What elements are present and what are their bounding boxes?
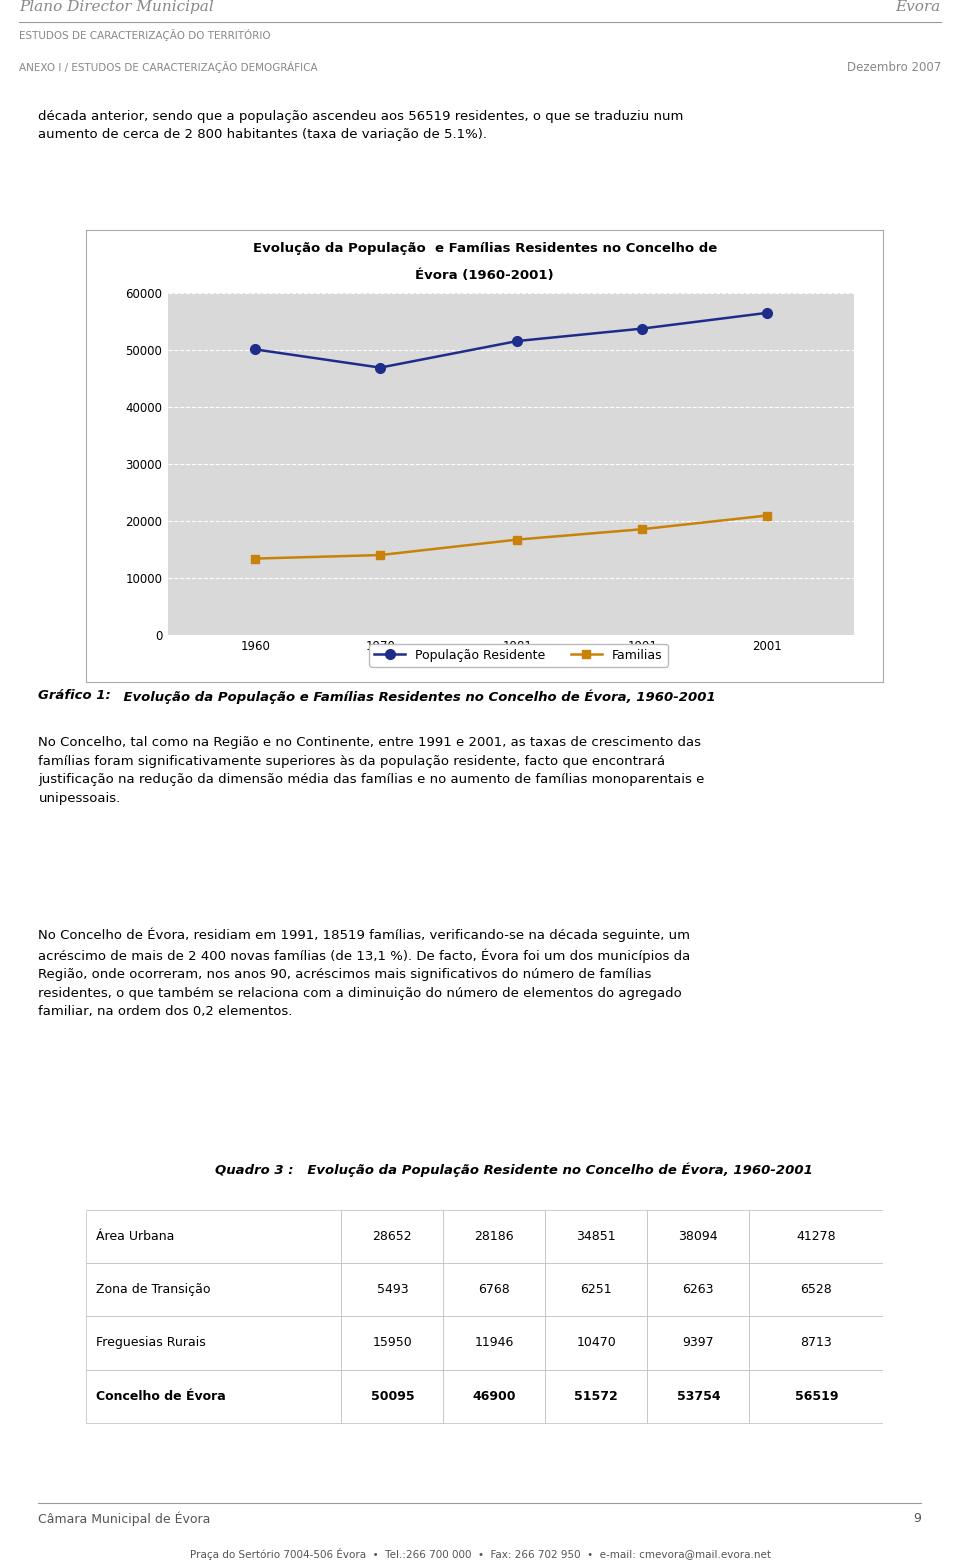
FancyBboxPatch shape: [647, 1210, 750, 1263]
Text: 10470: 10470: [576, 1337, 616, 1349]
Text: 8713: 8713: [801, 1337, 832, 1349]
FancyBboxPatch shape: [86, 1316, 342, 1370]
Text: 9397: 9397: [683, 1337, 714, 1349]
FancyBboxPatch shape: [342, 1370, 444, 1423]
Text: década anterior, sendo que a população ascendeu aos 56519 residentes, o que se t: década anterior, sendo que a população a…: [38, 110, 684, 141]
Text: 1981: 1981: [579, 1230, 613, 1243]
Text: Evolução da População e Famílias Residentes no Concelho de Évora, 1960-2001: Evolução da População e Famílias Residen…: [105, 689, 715, 704]
Text: 9: 9: [914, 1512, 922, 1525]
FancyBboxPatch shape: [750, 1263, 883, 1316]
Text: 53754: 53754: [677, 1390, 720, 1402]
Text: Évora (1960-2001): Évora (1960-2001): [416, 268, 554, 282]
Text: Quadro 3 :   Evolução da População Residente no Concelho de Évora, 1960-2001: Quadro 3 : Evolução da População Residen…: [215, 1163, 813, 1177]
Text: 1970: 1970: [477, 1230, 512, 1243]
FancyBboxPatch shape: [750, 1210, 883, 1263]
Text: 6528: 6528: [801, 1283, 832, 1296]
Text: Freguesias Rurais: Freguesias Rurais: [96, 1337, 205, 1349]
Text: 51572: 51572: [574, 1390, 618, 1402]
FancyBboxPatch shape: [444, 1210, 545, 1263]
FancyBboxPatch shape: [444, 1316, 545, 1370]
FancyBboxPatch shape: [647, 1370, 750, 1423]
Text: 50095: 50095: [371, 1390, 414, 1402]
FancyBboxPatch shape: [86, 1370, 342, 1423]
FancyBboxPatch shape: [750, 1370, 883, 1423]
Text: 5493: 5493: [376, 1283, 408, 1296]
Text: Praça do Sertório 7004-506 Évora  •  Tel.:266 700 000  •  Fax: 266 702 950  •  e: Praça do Sertório 7004-506 Évora • Tel.:…: [189, 1548, 771, 1561]
Text: Gráfico 1:: Gráfico 1:: [38, 689, 111, 702]
Text: ANEXO I / ESTUDOS DE CARACTERIZAÇÃO DEMOGRÁFICA: ANEXO I / ESTUDOS DE CARACTERIZAÇÃO DEMO…: [19, 61, 318, 74]
Text: 1960: 1960: [375, 1230, 410, 1243]
FancyBboxPatch shape: [444, 1210, 545, 1263]
FancyBboxPatch shape: [342, 1263, 444, 1316]
Text: No Concelho, tal como na Região e no Continente, entre 1991 e 2001, as taxas de : No Concelho, tal como na Região e no Con…: [38, 736, 705, 805]
Text: Evolução da População  e Famílias Residentes no Concelho de: Evolução da População e Famílias Residen…: [252, 241, 717, 254]
Text: Évora: Évora: [896, 0, 941, 14]
Text: ESTUDOS DE CARACTERIZAÇÃO DO TERRITÓRIO: ESTUDOS DE CARACTERIZAÇÃO DO TERRITÓRIO: [19, 28, 271, 41]
Text: 15950: 15950: [372, 1337, 412, 1349]
Text: 2001: 2001: [799, 1230, 834, 1243]
FancyBboxPatch shape: [647, 1210, 750, 1263]
FancyBboxPatch shape: [750, 1316, 883, 1370]
Text: 46900: 46900: [472, 1390, 516, 1402]
Text: 34851: 34851: [577, 1230, 616, 1243]
Text: Concelho de Évora: Concelho de Évora: [96, 1390, 226, 1402]
Text: 1991: 1991: [681, 1230, 716, 1243]
FancyBboxPatch shape: [545, 1210, 647, 1263]
Legend: População Residente, Familias: População Residente, Familias: [370, 644, 667, 666]
FancyBboxPatch shape: [545, 1370, 647, 1423]
FancyBboxPatch shape: [342, 1210, 444, 1263]
Text: Plano Director Municipal: Plano Director Municipal: [19, 0, 214, 14]
Text: No Concelho de Évora, residiam em 1991, 18519 famílias, verificando-se na década: No Concelho de Évora, residiam em 1991, …: [38, 928, 690, 1019]
Text: 28652: 28652: [372, 1230, 412, 1243]
Text: Dezembro 2007: Dezembro 2007: [847, 61, 941, 74]
FancyBboxPatch shape: [444, 1370, 545, 1423]
Text: 41278: 41278: [797, 1230, 836, 1243]
FancyBboxPatch shape: [647, 1316, 750, 1370]
FancyBboxPatch shape: [545, 1210, 647, 1263]
Text: Área Urbana: Área Urbana: [96, 1230, 175, 1243]
Text: 6768: 6768: [478, 1283, 510, 1296]
Text: 38094: 38094: [679, 1230, 718, 1243]
Text: 6251: 6251: [581, 1283, 612, 1296]
FancyBboxPatch shape: [545, 1263, 647, 1316]
FancyBboxPatch shape: [86, 1210, 342, 1263]
FancyBboxPatch shape: [342, 1210, 444, 1263]
Text: Zona de Transição: Zona de Transição: [96, 1283, 210, 1296]
Text: 6263: 6263: [683, 1283, 714, 1296]
FancyBboxPatch shape: [86, 1263, 342, 1316]
Text: Câmara Municipal de Évora: Câmara Municipal de Évora: [38, 1512, 211, 1526]
FancyBboxPatch shape: [750, 1210, 883, 1263]
FancyBboxPatch shape: [545, 1316, 647, 1370]
FancyBboxPatch shape: [342, 1316, 444, 1370]
Text: 11946: 11946: [474, 1337, 514, 1349]
Text: 28186: 28186: [474, 1230, 515, 1243]
Text: 56519: 56519: [795, 1390, 838, 1402]
FancyBboxPatch shape: [647, 1263, 750, 1316]
FancyBboxPatch shape: [444, 1263, 545, 1316]
